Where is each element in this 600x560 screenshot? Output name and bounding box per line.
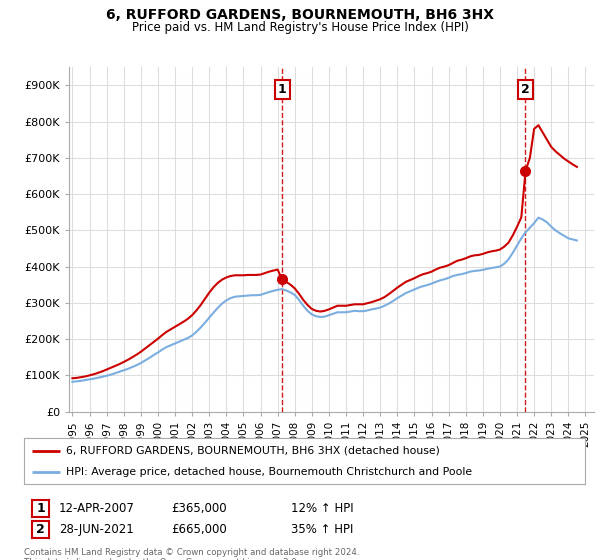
- Text: HPI: Average price, detached house, Bournemouth Christchurch and Poole: HPI: Average price, detached house, Bour…: [66, 467, 472, 477]
- Text: 35% ↑ HPI: 35% ↑ HPI: [291, 522, 353, 536]
- Text: 12% ↑ HPI: 12% ↑ HPI: [291, 502, 353, 515]
- Text: 2: 2: [37, 523, 45, 536]
- Text: Price paid vs. HM Land Registry's House Price Index (HPI): Price paid vs. HM Land Registry's House …: [131, 21, 469, 34]
- Text: Contains HM Land Registry data © Crown copyright and database right 2024.
This d: Contains HM Land Registry data © Crown c…: [24, 548, 359, 560]
- Text: 2: 2: [521, 83, 530, 96]
- Text: 12-APR-2007: 12-APR-2007: [59, 502, 134, 515]
- Text: 6, RUFFORD GARDENS, BOURNEMOUTH, BH6 3HX (detached house): 6, RUFFORD GARDENS, BOURNEMOUTH, BH6 3HX…: [66, 446, 440, 456]
- Text: 1: 1: [278, 83, 287, 96]
- Text: £365,000: £365,000: [171, 502, 227, 515]
- Text: 1: 1: [37, 502, 45, 515]
- Text: 28-JUN-2021: 28-JUN-2021: [59, 522, 134, 536]
- Text: £665,000: £665,000: [171, 522, 227, 536]
- Text: 6, RUFFORD GARDENS, BOURNEMOUTH, BH6 3HX: 6, RUFFORD GARDENS, BOURNEMOUTH, BH6 3HX: [106, 8, 494, 22]
